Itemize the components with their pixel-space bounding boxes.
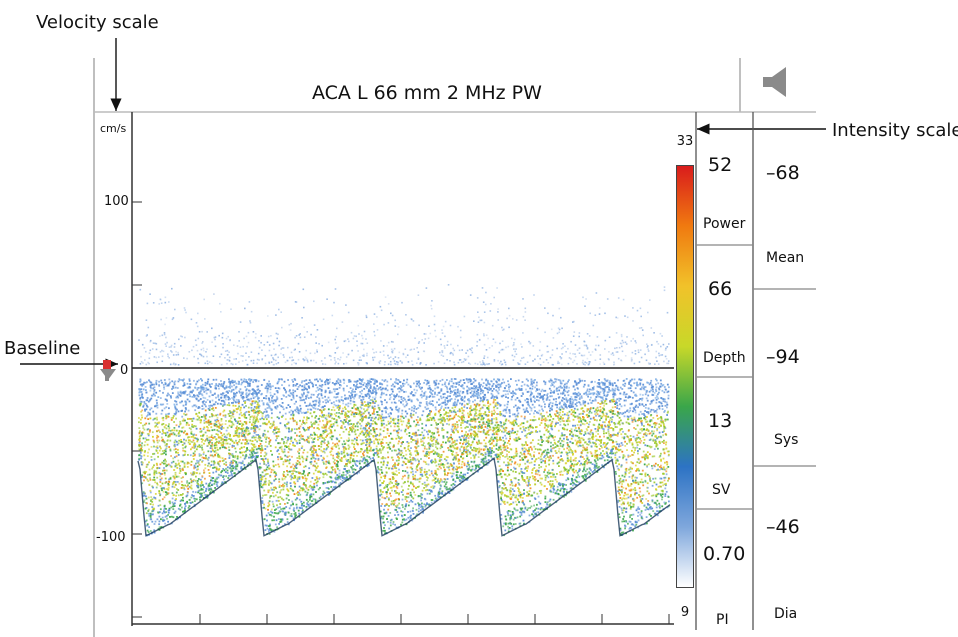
power-label: Power	[703, 216, 746, 232]
baseline-callout: Baseline	[4, 338, 81, 359]
sys-value: –94	[766, 346, 800, 368]
velocity-scale-callout: Velocity scale	[36, 12, 159, 33]
velocity-tick-0: 0	[120, 363, 129, 378]
velocity-tick-neg100: -100	[96, 530, 126, 545]
intensity-top-label: 33	[676, 134, 694, 149]
intensity-bottom-label: 9	[680, 605, 690, 620]
mean-value: –68	[766, 162, 800, 184]
velocity-tick-100: 100	[104, 194, 129, 209]
doppler-spectrum	[131, 112, 674, 626]
dia-label: Dia	[774, 606, 798, 622]
depth-label: Depth	[703, 350, 746, 366]
depth-value: 66	[708, 278, 733, 300]
dia-value: –46	[766, 516, 800, 538]
pi-label: PI	[716, 612, 729, 628]
sv-value: 13	[708, 410, 733, 432]
baseline-handle[interactable]	[96, 358, 120, 384]
speaker-icon[interactable]	[760, 64, 796, 100]
page-title: ACA L 66 mm 2 MHz PW	[312, 82, 542, 104]
sv-label: SV	[712, 482, 731, 498]
power-value: 52	[708, 154, 733, 176]
intensity-scale-callout: Intensity scale	[832, 120, 958, 141]
mean-label: Mean	[766, 250, 805, 266]
velocity-unit-label: cm/s	[100, 122, 127, 135]
pi-value: 0.70	[703, 543, 746, 565]
intensity-scale-bar	[676, 165, 694, 588]
sys-label: Sys	[774, 432, 799, 448]
